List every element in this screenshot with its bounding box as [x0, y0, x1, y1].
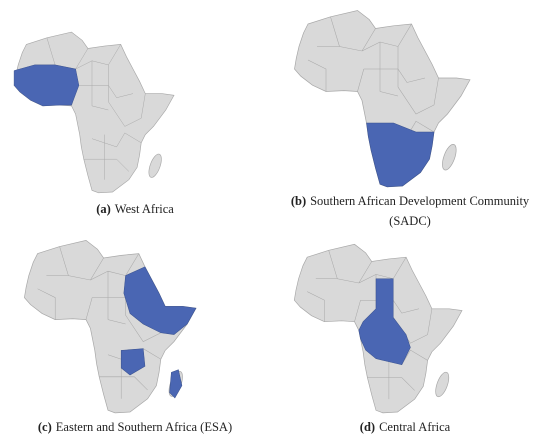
map-panel	[294, 10, 471, 188]
map-panel	[293, 243, 463, 414]
panel-caption: (a) West Africa	[96, 202, 174, 216]
panel-caption: (b) Southern African Development Communit…	[291, 194, 530, 208]
panel-caption: (d) Central Africa	[360, 420, 451, 434]
caption-text: Eastern and Southern Africa (ESA)	[56, 420, 232, 434]
panel-caption-line2: (SADC)	[389, 214, 431, 228]
highlighted-region	[123, 266, 197, 335]
highlighted-region	[169, 369, 183, 399]
highlighted-region	[366, 122, 435, 188]
highlighted-region	[120, 348, 146, 376]
caption-text: Southern African Development Community	[310, 194, 530, 208]
caption-text: Central Africa	[379, 420, 451, 434]
caption-text: West Africa	[115, 202, 174, 216]
panel-tag: (b)	[291, 194, 306, 208]
map-panel	[24, 240, 197, 414]
panel-tag: (d)	[360, 420, 375, 434]
panel-tag: (a)	[96, 202, 111, 216]
africa-map	[13, 31, 175, 194]
highlighted-region	[13, 64, 80, 107]
highlighted-region	[358, 278, 411, 365]
map-panel	[13, 31, 175, 194]
panel-caption: (c) Eastern and Southern Africa (ESA)	[38, 420, 232, 434]
panel-tag: (c)	[38, 420, 52, 434]
